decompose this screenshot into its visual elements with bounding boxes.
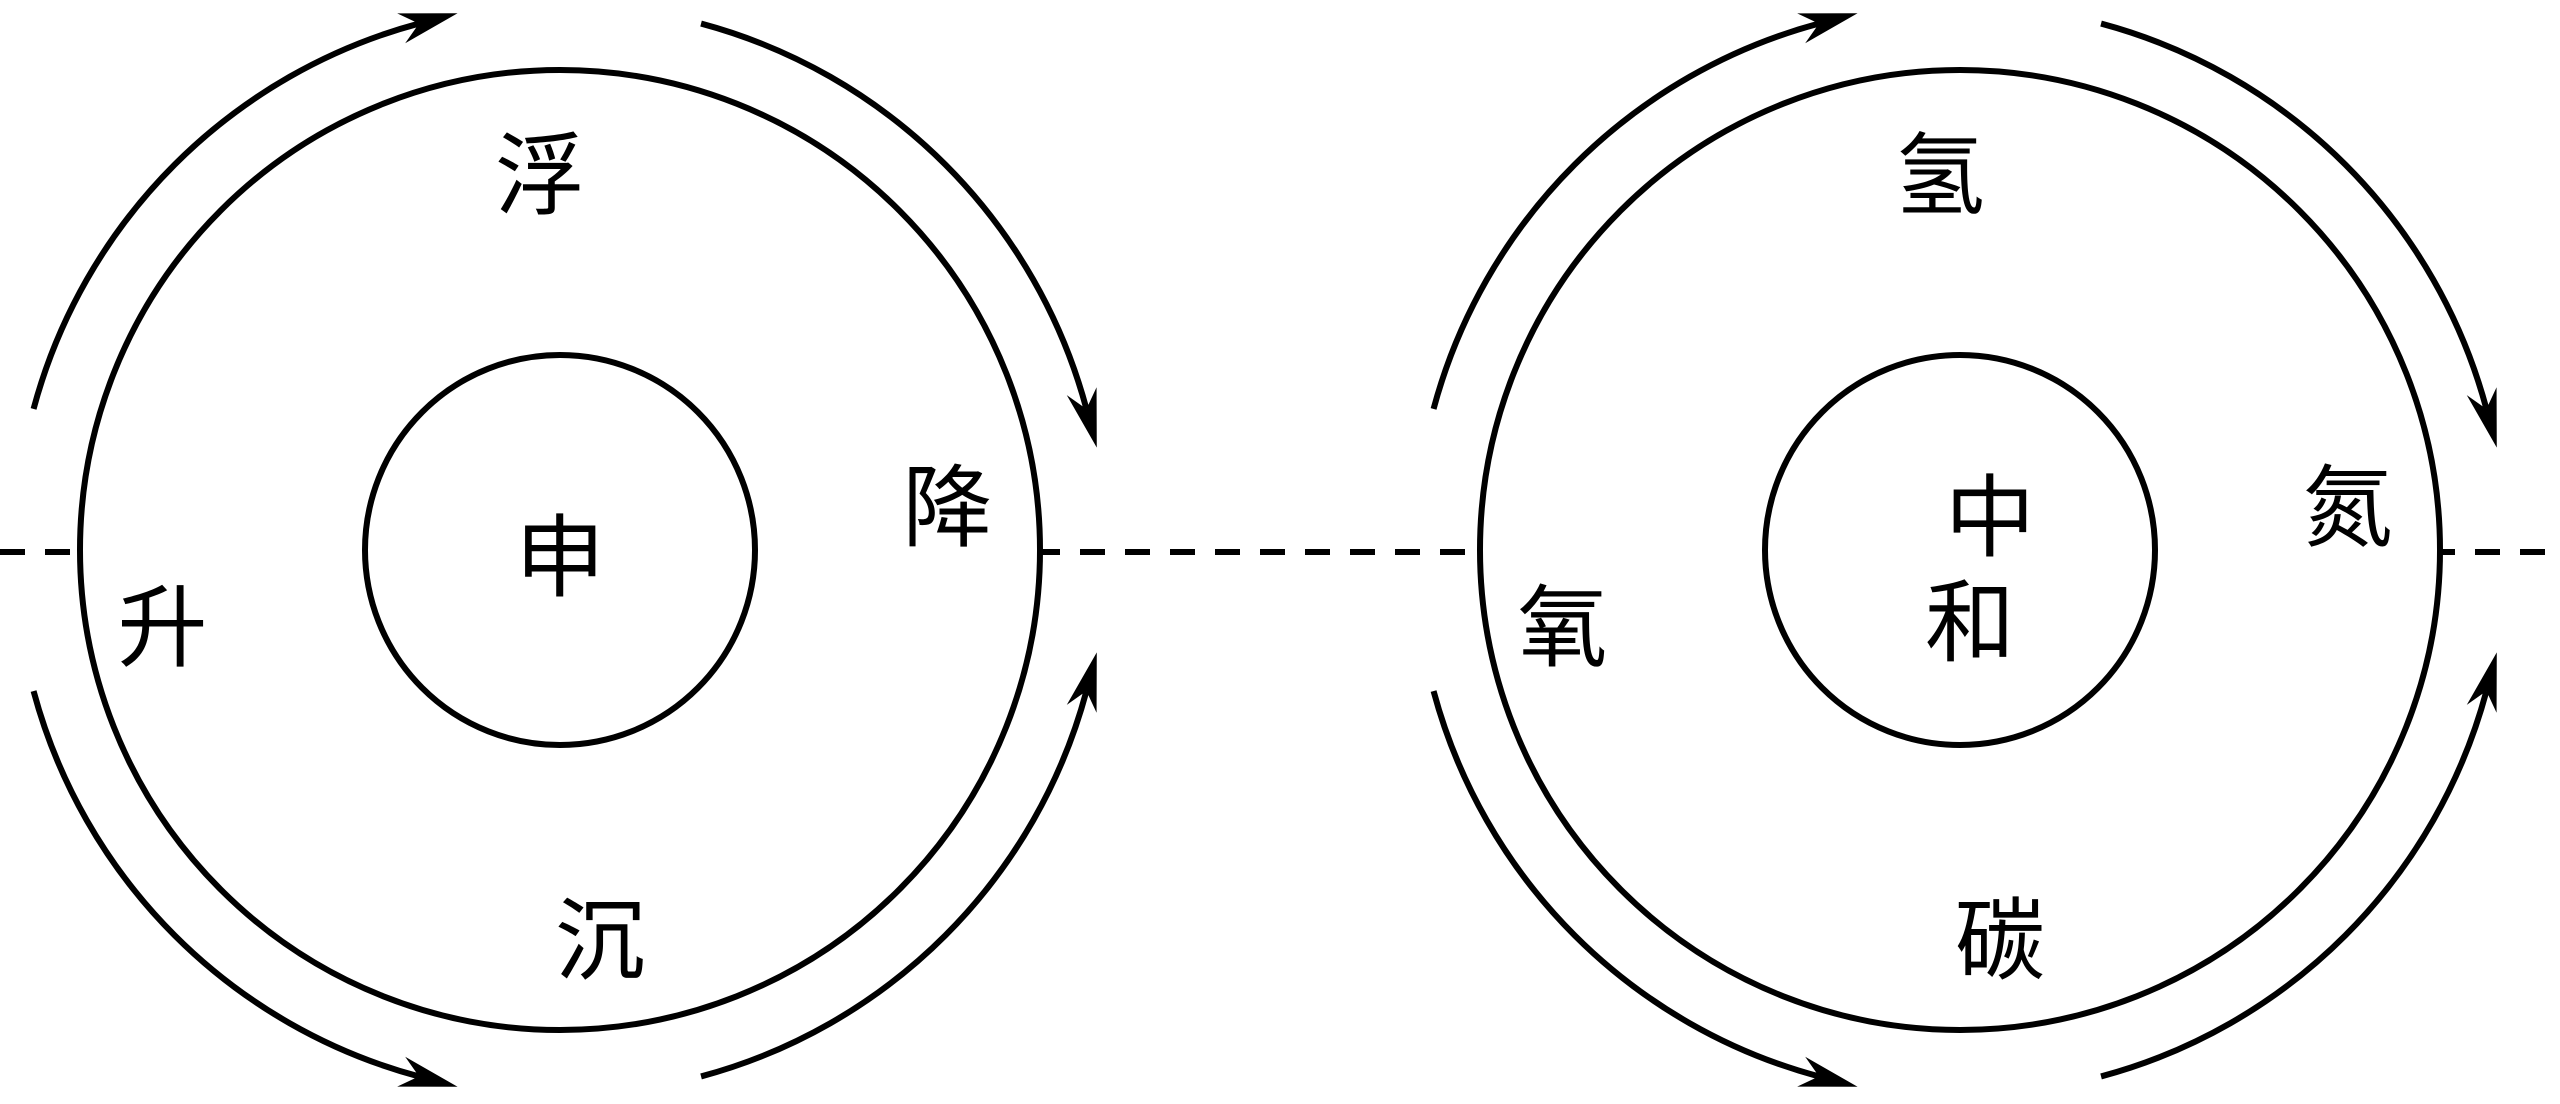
ring-label-top-right: 氢 (1895, 103, 1985, 233)
ring-label-top-left: 浮 (495, 103, 585, 233)
center-label-left: 申 (515, 485, 605, 615)
ring-label-right-right: 氮 (2303, 435, 2393, 565)
ring-label-right-left: 降 (903, 435, 993, 565)
ring-label-bottom-left: 沉 (555, 868, 645, 998)
center-label-right-1: 和 (1925, 550, 2015, 680)
cycle-diagram-svg (0, 0, 2560, 1104)
ring-label-left-right: 氧 (1518, 555, 1608, 685)
ring-label-bottom-right: 碳 (1955, 868, 2045, 998)
ring-label-left-left: 升 (118, 555, 208, 685)
